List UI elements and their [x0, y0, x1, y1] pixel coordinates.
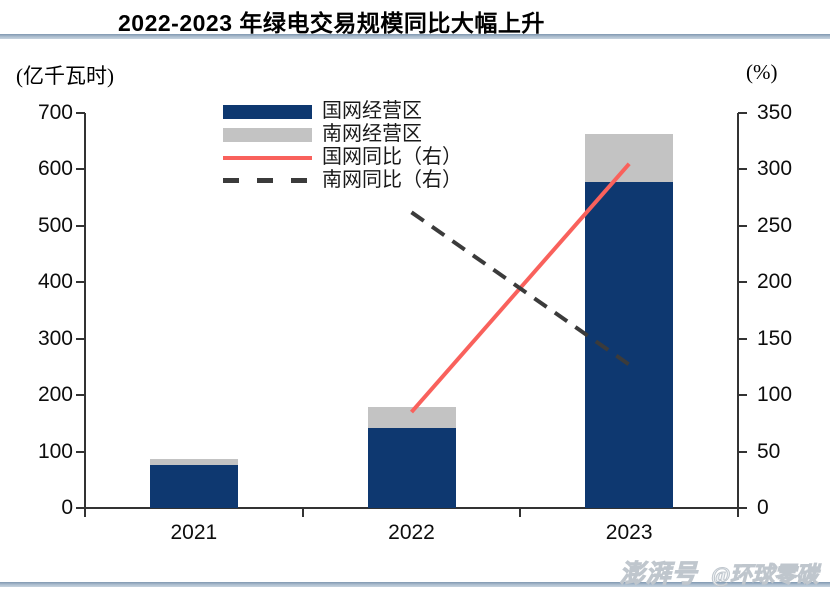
legend-item-guowang-yoy-line: 国网同比（右） [223, 146, 462, 169]
left-axis-tick [76, 168, 85, 171]
legend-label: 南网同比（右） [322, 169, 462, 191]
legend-label: 南网经营区 [322, 123, 422, 145]
legend: 国网经营区 南网经营区 国网同比（右） 南网同比（右） [223, 100, 462, 192]
legend-item-nanwang-bars: 南网经营区 [223, 123, 462, 146]
right-axis-tick-label: 150 [757, 326, 793, 350]
right-axis-tick-label: 100 [757, 383, 793, 407]
left-axis-tick-label: 600 [37, 157, 73, 181]
left-axis-tick [76, 224, 85, 227]
legend-item-nanwang-yoy-line: 南网同比（右） [223, 169, 462, 192]
legend-label: 国网经营区 [322, 100, 422, 122]
bar-segment-2021 [149, 458, 238, 466]
left-axis-tick-label: 200 [37, 383, 73, 407]
bar-segment-2021 [149, 465, 238, 508]
right-axis-tick-label: 300 [757, 157, 793, 181]
left-axis-tick [76, 507, 85, 509]
left-axis-tick [76, 281, 85, 284]
bar-segment-2022 [367, 406, 456, 428]
right-axis-tick [738, 224, 747, 227]
x-axis-tick [84, 508, 86, 517]
x-axis-line [85, 507, 738, 509]
watermark-account: @环球零碳 [711, 562, 818, 588]
left-axis-line [84, 113, 86, 508]
title-underline [0, 34, 830, 39]
bar-segment-2023 [585, 134, 674, 182]
legend-item-guowang-bars: 国网经营区 [223, 100, 462, 123]
left-axis-tick-label: 300 [37, 326, 73, 350]
x-axis-label-2021: 2021 [170, 521, 218, 544]
left-axis-tick [76, 112, 85, 114]
right-axis-tick [738, 394, 747, 397]
pengpai-logo: 澎湃号 [619, 561, 698, 589]
line-南网同比（右） [410, 210, 631, 367]
x-axis-tick [519, 508, 522, 517]
left-axis-tick-label: 400 [37, 270, 73, 294]
x-axis-label-2022: 2022 [388, 521, 435, 544]
legend-swatch-guowang-line [223, 155, 312, 160]
legend-swatch-nanwang-bar [223, 127, 312, 142]
left-axis-tick-label: 0 [61, 496, 73, 519]
legend-swatch-nanwang-line [223, 178, 312, 183]
right-axis-line [737, 113, 739, 508]
left-axis-tick [76, 394, 85, 397]
left-axis-tick [76, 337, 85, 340]
x-axis-tick [737, 508, 739, 517]
right-axis-tick-label: 250 [757, 213, 793, 237]
left-axis-tick-label: 100 [37, 439, 73, 463]
watermark: 澎湃号 @环球零碳 [619, 554, 818, 590]
left-axis-tick-label: 700 [37, 101, 73, 124]
bar-segment-2022 [367, 427, 456, 508]
bottom-border-line [0, 582, 830, 587]
left-axis-unit-label: (亿千瓦时) [16, 64, 114, 88]
chart-title: 2022-2023 年绿电交易规模同比大幅上升 [118, 10, 545, 36]
left-axis-tick-label: 500 [37, 213, 73, 237]
right-axis-tick-label: 50 [757, 439, 781, 463]
right-axis-tick [738, 507, 747, 509]
x-axis-tick [301, 508, 304, 517]
legend-swatch-guowang-bar [223, 104, 312, 119]
right-axis-unit-label: (%) [746, 60, 778, 84]
right-axis-tick-label: 350 [757, 101, 793, 124]
right-axis-tick [738, 450, 747, 453]
right-axis-tick-label: 0 [757, 496, 769, 519]
right-axis-tick [738, 337, 747, 340]
right-axis-tick [738, 168, 747, 171]
right-axis-tick [738, 281, 747, 284]
legend-label: 国网同比（右） [322, 146, 462, 168]
left-axis-tick [76, 450, 85, 453]
right-axis-tick [738, 112, 747, 114]
x-axis-label-2023: 2023 [605, 521, 653, 544]
right-axis-tick-label: 200 [757, 270, 793, 294]
